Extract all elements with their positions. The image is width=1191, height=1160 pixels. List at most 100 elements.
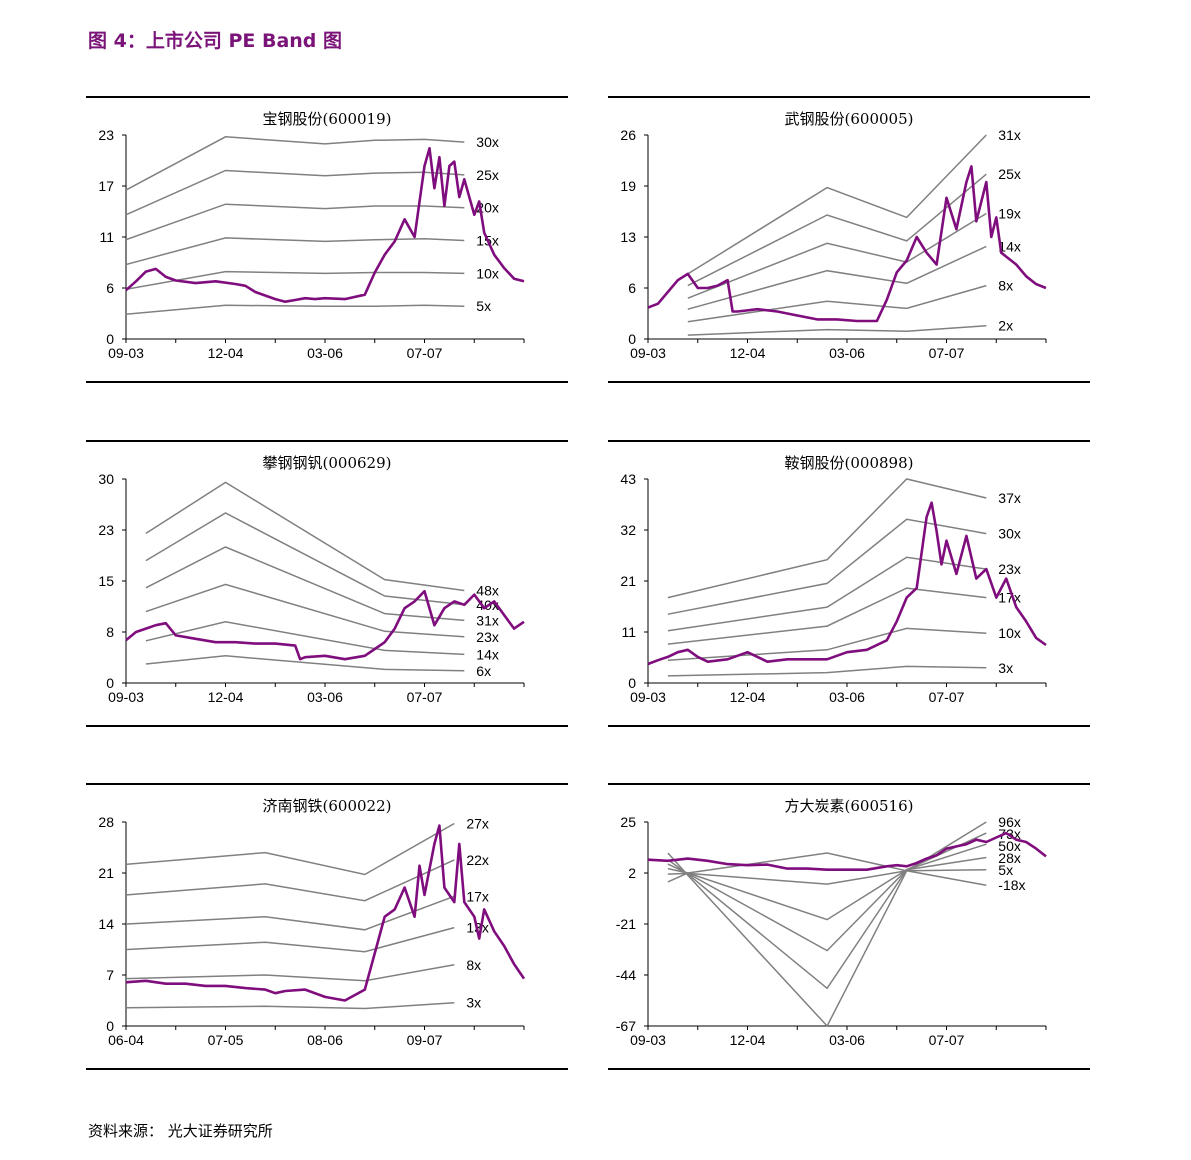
pe-band-line (687, 284, 987, 323)
x-tick-label: 07-07 (929, 345, 965, 361)
y-tick-label: 28 (98, 814, 114, 830)
band-label: 31x (476, 612, 499, 628)
band-label: 5x (998, 862, 1013, 878)
x-tick-label: 09-03 (630, 1032, 666, 1048)
panel-bottom-rule (86, 381, 568, 383)
pe-band-line (125, 1001, 455, 1010)
panel-bottom-rule (608, 725, 1090, 727)
x-tick-label: 09-03 (630, 345, 666, 361)
y-tick-label: 11 (99, 229, 114, 245)
x-tick-label: 12-04 (208, 345, 244, 361)
pe-band-line (667, 587, 987, 645)
band-label: 27x (466, 815, 489, 831)
x-tick-label: 03-06 (307, 689, 343, 705)
x-tick-label: 12-04 (730, 689, 766, 705)
pe-band-line (667, 852, 987, 886)
chart-plot: 0 6 13 19 26 09-03 12-04 03-06 07-07 31x 25x 19x 14x… (620, 127, 1047, 361)
chart-title: 宝钢股份(600019) (262, 110, 392, 128)
price-line (125, 824, 526, 1002)
y-tick-label: -44 (616, 967, 636, 983)
band-label: 8x (466, 957, 481, 973)
y-tick-label: 32 (620, 522, 636, 538)
x-tick-label: 07-07 (929, 1032, 965, 1048)
band-label: 8x (998, 278, 1013, 294)
y-tick-label: 30 (98, 471, 114, 487)
pe-band-line (125, 136, 465, 191)
pe-band-line (125, 169, 465, 216)
pe-band-line (125, 926, 455, 953)
y-tick-label: 2 (628, 865, 636, 881)
band-label: 25x (998, 166, 1021, 182)
pe-band-line (125, 964, 455, 982)
x-tick-label: 07-07 (929, 689, 965, 705)
band-label: 14x (476, 646, 499, 662)
chart-title: 鞍钢股份(000898) (784, 454, 914, 472)
pe-band-line (125, 859, 455, 902)
y-tick-label: 8 (106, 624, 114, 640)
x-tick-label: 07-07 (407, 345, 443, 361)
y-tick-label: 0 (106, 331, 114, 347)
x-tick-label: 12-04 (730, 1032, 766, 1048)
x-tick-label: 09-03 (108, 345, 144, 361)
band-label: 96x (998, 814, 1021, 830)
pe-band-line (687, 212, 987, 299)
x-tick-label: 09-03 (630, 689, 666, 705)
x-tick-label: 03-06 (307, 345, 343, 361)
panel-top-rule (608, 783, 1090, 785)
price-line (125, 589, 525, 661)
x-tick-label: 07-05 (208, 1032, 244, 1048)
band-label: 23x (998, 561, 1021, 577)
y-tick-label: 23 (98, 127, 114, 143)
pe-band-line (667, 665, 987, 677)
chart-panel-wisco: 武钢股份(600005) 0 6 13 19 26 09-03 12-04 03-06 07-0… (608, 96, 1090, 384)
pe-band-line (667, 627, 987, 661)
pe-band-line (145, 583, 465, 638)
chart-title: 济南钢铁(600022) (262, 797, 392, 815)
pe-band-line (667, 518, 987, 615)
band-label: 23x (476, 629, 499, 645)
chart-title: 方大炭素(600516) (784, 797, 914, 815)
y-tick-label: 26 (620, 127, 636, 143)
band-label: 3x (466, 995, 481, 1011)
y-tick-label: 21 (98, 865, 114, 881)
figure-title: 图 4：上市公司 PE Band 图 (88, 30, 343, 52)
band-label: 6x (476, 663, 491, 679)
y-tick-label: 14 (98, 916, 114, 932)
panel-bottom-rule (86, 725, 568, 727)
pe-band-line (687, 245, 987, 310)
y-tick-label: 23 (98, 522, 114, 538)
band-label: 17x (466, 888, 489, 904)
band-label: 31x (998, 127, 1021, 143)
x-tick-label: 12-04 (730, 345, 766, 361)
chart-panel-angang: 鞍钢股份(000898) 0 11 21 32 43 09-03 12-04 03-06 07-… (608, 440, 1090, 728)
x-tick-label: 03-06 (829, 689, 865, 705)
y-tick-label: -21 (616, 916, 636, 932)
price-line (125, 146, 525, 303)
pe-band-line (667, 868, 987, 885)
y-tick-label: 25 (620, 814, 636, 830)
panel-bottom-rule (86, 1068, 568, 1070)
y-tick-label: 13 (620, 229, 636, 245)
pe-band-line (145, 621, 465, 656)
chart-title: 攀钢钢钒(000629) (262, 454, 392, 472)
band-label: 10x (476, 265, 499, 281)
pe-band-line (125, 203, 465, 241)
panel-top-rule (86, 783, 568, 785)
panel-bottom-rule (608, 1068, 1090, 1070)
chart-title: 武钢股份(600005) (784, 110, 914, 128)
chart-panel-pangang: 攀钢钢钒(000629) 0 8 15 23 30 09-03 12-04 03-06 07-0… (86, 440, 568, 728)
pe-band-line (667, 832, 987, 990)
band-label: 22x (466, 852, 489, 868)
y-tick-label: -67 (616, 1018, 636, 1034)
source-note: 资料来源： 光大证券研究所 (88, 1122, 273, 1140)
pe-band-line (687, 324, 987, 336)
price-line (647, 501, 1047, 666)
chart-panel-jinan: 济南钢铁(600022) 0 7 14 21 28 06-04 07-05 08-06 09-0… (86, 783, 568, 1071)
band-label: 30x (998, 526, 1021, 542)
band-label: 14x (998, 238, 1021, 254)
panel-top-rule (608, 96, 1090, 98)
